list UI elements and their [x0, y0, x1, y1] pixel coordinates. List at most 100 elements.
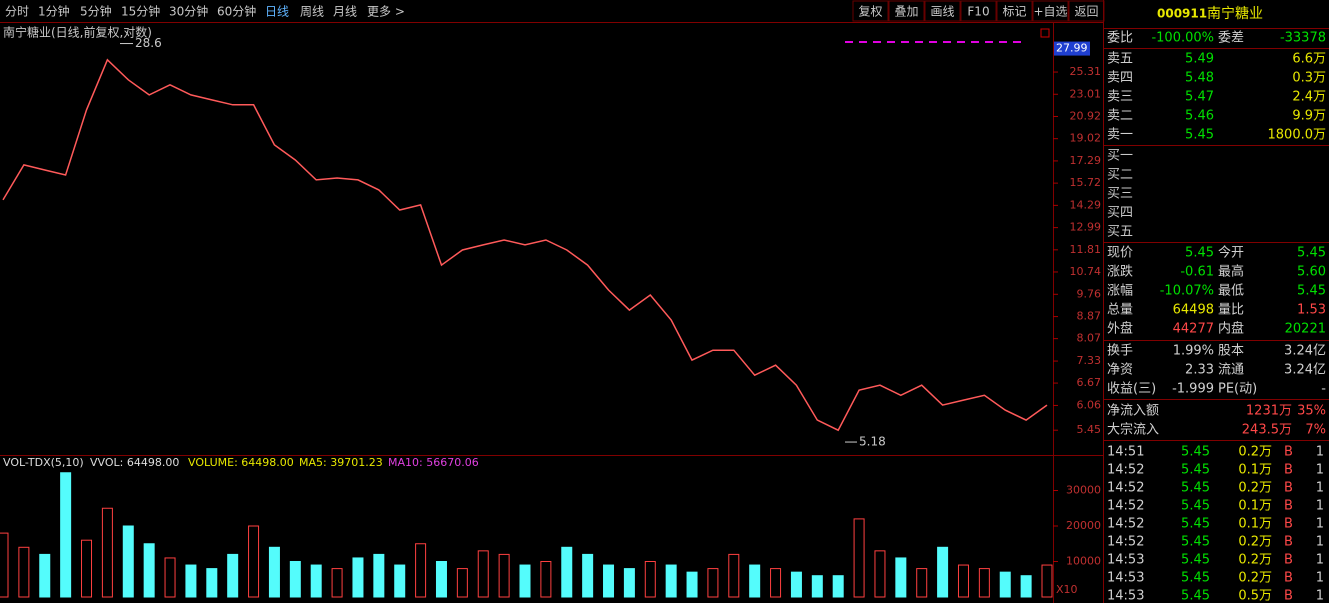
finance-cell: 换手	[1107, 344, 1133, 359]
trade-cell: 5.45	[1181, 499, 1210, 514]
ask-cell: 卖三	[1107, 90, 1133, 105]
y-tick-label: 30000	[1066, 484, 1101, 497]
quote-cell: 总量	[1107, 303, 1133, 318]
trade-cell: 14:52	[1107, 535, 1144, 550]
trade-cell: 14:52	[1107, 463, 1144, 478]
volume-bar	[227, 553, 239, 598]
toolbar-button[interactable]: 叠加	[894, 5, 918, 19]
toolbar-button[interactable]: 画线	[930, 5, 954, 19]
ask-cell: 5.45	[1185, 128, 1214, 143]
ask-cell: 5.48	[1185, 71, 1214, 86]
ratio-cell: -33378	[1280, 31, 1326, 46]
finance-cell: -1.999	[1172, 382, 1214, 397]
trade-cell: B	[1284, 499, 1293, 514]
y-tick-label: 11.81	[1070, 243, 1102, 256]
volume-bar	[1020, 575, 1032, 598]
trade-cell: 1	[1316, 589, 1324, 603]
period-tab[interactable]: 月线	[333, 5, 357, 19]
quote-cell: 涨幅	[1107, 284, 1133, 299]
volume-legend: VVOL: 64498.00	[90, 456, 179, 469]
period-tab[interactable]: 日线	[265, 5, 289, 19]
trade-cell: 5.45	[1181, 463, 1210, 478]
volume-bar	[644, 561, 656, 598]
toolbar-button[interactable]: +自选	[1033, 5, 1067, 19]
ask-cell: 5.46	[1185, 109, 1214, 124]
y-tick-label: 7.33	[1077, 354, 1102, 367]
volume-bar	[1041, 564, 1053, 598]
quote-cell: 5.45	[1185, 246, 1214, 261]
toolbar-button[interactable]: 返回	[1074, 5, 1098, 19]
ask-cell: 卖一	[1107, 128, 1133, 143]
volume-bar	[540, 561, 552, 598]
y-tick-label: 8.07	[1077, 332, 1102, 345]
volume-bar	[686, 571, 698, 598]
period-tab[interactable]: 周线	[300, 5, 324, 19]
volume-bar	[707, 568, 719, 598]
bid-label: 买三	[1107, 187, 1133, 202]
toolbar-button[interactable]: 标记	[1002, 5, 1026, 19]
quote-cell: 外盘	[1107, 321, 1133, 337]
trade-cell: 5.45	[1181, 571, 1210, 586]
trade-cell: 0.5万	[1238, 589, 1272, 603]
volume-bar	[916, 568, 928, 598]
volume-bar	[101, 507, 113, 598]
high-label: 28.6	[135, 36, 162, 50]
trade-cell: 0.2万	[1238, 535, 1272, 550]
volume-bar	[81, 539, 93, 598]
bid-label: 买五	[1107, 225, 1133, 240]
quote-cell: -0.61	[1180, 265, 1214, 280]
volume-bar	[811, 575, 823, 598]
ask-cell: 9.9万	[1292, 109, 1326, 124]
period-tab[interactable]: 30分钟	[169, 4, 208, 19]
period-tab[interactable]: 60分钟	[217, 4, 256, 19]
finance-cell: 收益(三)	[1107, 382, 1156, 397]
period-tab[interactable]: 5分钟	[80, 4, 112, 19]
volume-bar	[248, 525, 260, 598]
toolbar-button[interactable]: F10	[967, 5, 989, 19]
period-tab[interactable]: 1分钟	[38, 4, 70, 19]
volume-bar	[561, 546, 573, 598]
volume-bar	[415, 543, 427, 598]
quote-cell: 最低	[1218, 284, 1244, 299]
finance-cell: 2.33	[1185, 363, 1214, 378]
period-tab[interactable]: 更多 >	[367, 5, 405, 19]
flow-cell: 净流入额	[1107, 404, 1159, 419]
trade-cell: 1	[1316, 499, 1324, 514]
volume-bar	[895, 557, 907, 598]
quote-cell: 现价	[1107, 246, 1133, 261]
volume-bar	[289, 561, 301, 598]
quote-cell: 涨跌	[1107, 264, 1133, 280]
volume-bar	[770, 568, 782, 598]
period-tab[interactable]: 15分钟	[121, 4, 160, 19]
y-tick-label: 5.45	[1077, 423, 1102, 436]
low-label: 5.18	[859, 435, 886, 449]
volume-bar	[435, 561, 447, 598]
y-tick-label: 23.01	[1070, 87, 1102, 100]
finance-cell: PE(动)	[1218, 382, 1257, 397]
bid-label: 买四	[1107, 206, 1133, 221]
volume-bar	[874, 550, 886, 598]
bid-label: 买一	[1107, 149, 1133, 164]
trade-cell: B	[1284, 571, 1293, 586]
flow-cell: 1231万	[1246, 404, 1292, 419]
quote-cell: 5.45	[1297, 246, 1326, 261]
volume-bar	[999, 571, 1011, 598]
flow-cell: 35%	[1297, 404, 1326, 419]
quote-cell: 1.53	[1297, 303, 1326, 318]
trade-cell: 0.1万	[1238, 499, 1272, 514]
toolbar-button[interactable]: 复权	[858, 5, 882, 19]
volume-bar	[310, 564, 322, 598]
quote-cell: -10.07%	[1160, 284, 1214, 299]
finance-cell: 3.24亿	[1284, 363, 1326, 378]
ask-cell: 6.6万	[1292, 52, 1326, 67]
trade-cell: 0.2万	[1238, 553, 1272, 568]
trade-cell: 5.45	[1181, 445, 1210, 460]
trade-cell: B	[1284, 589, 1293, 603]
volume-bar	[582, 553, 594, 598]
trade-cell: 14:52	[1107, 499, 1144, 514]
trade-cell: 1	[1316, 463, 1324, 478]
trade-cell: 0.2万	[1238, 445, 1272, 460]
flow-cell: 243.5万	[1242, 423, 1292, 438]
volume-bar	[728, 553, 740, 598]
period-tab[interactable]: 分时	[5, 5, 29, 19]
